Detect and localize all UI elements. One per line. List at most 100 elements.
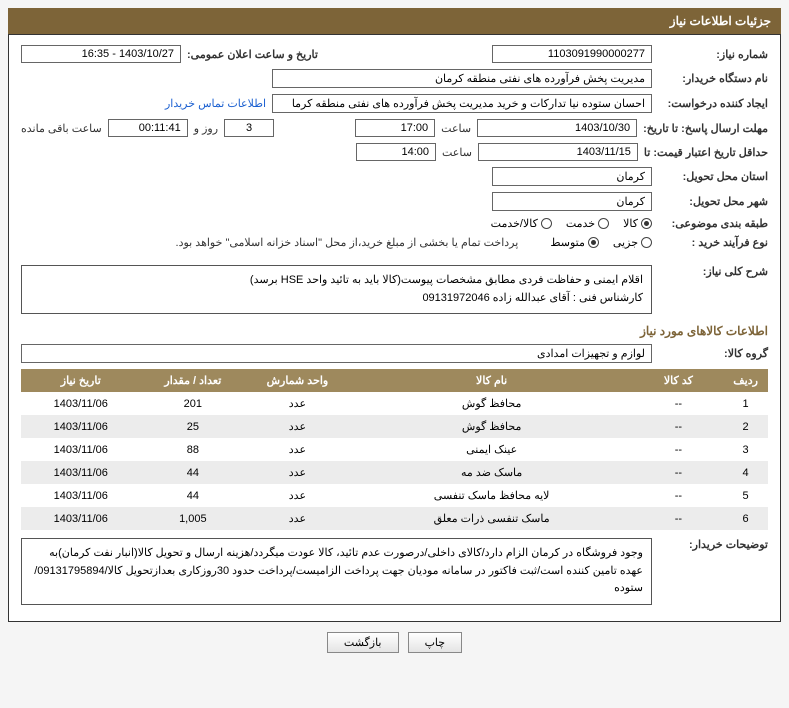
radio-label: متوسط [550, 236, 585, 249]
announce-date-label: تاریخ و ساعت اعلان عمومی: [187, 48, 318, 61]
purchase-radio-group: جزیی متوسط [550, 236, 652, 249]
table-row: 3--عینک ایمنیعدد881403/11/06 [21, 438, 768, 461]
desc-line-1: اقلام ایمنی و حفاظت فردی مطابق مشخصات پی… [30, 272, 643, 290]
radio-label: کالا [623, 217, 638, 230]
remaining-label: ساعت باقی مانده [21, 122, 102, 135]
radio-icon [588, 237, 599, 248]
table-header-cell: تاریخ نیاز [21, 369, 141, 392]
print-button[interactable]: چاپ [408, 632, 463, 653]
table-row: 2--محافظ گوشعدد251403/11/06 [21, 415, 768, 438]
table-cell: 1403/11/06 [21, 461, 141, 484]
table-cell: 5 [723, 484, 768, 507]
countdown-days: 3 [224, 119, 274, 137]
buyer-notes-label: توضیحات خریدار: [658, 538, 768, 551]
radio-label: خدمت [566, 217, 595, 230]
radio-icon [641, 218, 652, 229]
purchase-radio-1[interactable]: متوسط [550, 236, 599, 249]
purchase-type-label: نوع فرآیند خرید : [658, 236, 768, 249]
table-header-cell: ردیف [723, 369, 768, 392]
radio-label: کالا/خدمت [491, 217, 538, 230]
table-cell: 1403/11/06 [21, 415, 141, 438]
table-cell: -- [634, 438, 724, 461]
table-cell: عدد [245, 461, 350, 484]
table-cell: 4 [723, 461, 768, 484]
table-cell: عدد [245, 484, 350, 507]
table-cell: لایه محافظ ماسک تنفسی [350, 484, 634, 507]
table-cell: 201 [141, 392, 246, 415]
table-cell: 1403/11/06 [21, 438, 141, 461]
table-header-cell: کد کالا [634, 369, 724, 392]
desc-title-label: شرح کلی نیاز: [658, 265, 768, 278]
table-cell: محافظ گوش [350, 392, 634, 415]
purchase-radio-0[interactable]: جزیی [613, 236, 652, 249]
table-cell: 1403/11/06 [21, 484, 141, 507]
request-num-label: شماره نیاز: [658, 48, 768, 61]
province-label: استان محل تحویل: [658, 170, 768, 183]
category-radio-2[interactable]: کالا/خدمت [491, 217, 552, 230]
radio-icon [541, 218, 552, 229]
goods-group-label: گروه کالا: [658, 347, 768, 360]
table-cell: 1,005 [141, 507, 246, 530]
table-row: 1--محافظ گوشعدد2011403/11/06 [21, 392, 768, 415]
table-cell: 6 [723, 507, 768, 530]
buyer-contact-link[interactable]: اطلاعات تماس خریدار [165, 97, 266, 110]
table-cell: ماسک تنفسی ذرات معلق [350, 507, 634, 530]
validity-date-field: 1403/11/15 [478, 143, 638, 161]
validity-time-field: 14:00 [356, 143, 436, 161]
table-cell: محافظ گوش [350, 415, 634, 438]
table-cell: عینک ایمنی [350, 438, 634, 461]
content-panel: شماره نیاز: 1103091990000277 تاریخ و ساع… [8, 34, 781, 622]
city-field: کرمان [492, 192, 652, 211]
table-cell: 2 [723, 415, 768, 438]
table-header-row: ردیفکد کالانام کالاواحد شمارشتعداد / مقد… [21, 369, 768, 392]
category-radio-0[interactable]: کالا [623, 217, 652, 230]
category-radio-1[interactable]: خدمت [566, 217, 609, 230]
table-header-cell: نام کالا [350, 369, 634, 392]
table-row: 5--لایه محافظ ماسک تنفسیعدد441403/11/06 [21, 484, 768, 507]
time-label-2: ساعت [442, 146, 472, 159]
payment-note: پرداخت تمام یا بخشی از مبلغ خرید،از محل … [176, 236, 519, 249]
goods-section-title: اطلاعات کالاهای مورد نیاز [21, 324, 768, 338]
table-cell: -- [634, 461, 724, 484]
footer-buttons: چاپ بازگشت [8, 632, 781, 653]
creator-label: ایجاد کننده درخواست: [658, 97, 768, 110]
page-title: جزئیات اطلاعات نیاز [670, 14, 771, 28]
announce-date-field: 1403/10/27 - 16:35 [21, 45, 181, 63]
desc-box: اقلام ایمنی و حفاظت فردی مطابق مشخصات پی… [21, 265, 652, 314]
table-header-cell: تعداد / مقدار [141, 369, 246, 392]
table-cell: 44 [141, 461, 246, 484]
time-label-1: ساعت [441, 122, 471, 135]
table-row: 6--ماسک تنفسی ذرات معلقعدد1,0051403/11/0… [21, 507, 768, 530]
table-cell: -- [634, 392, 724, 415]
table-cell: عدد [245, 507, 350, 530]
table-cell: 1403/11/06 [21, 392, 141, 415]
province-field: کرمان [492, 167, 652, 186]
table-cell: 1403/11/06 [21, 507, 141, 530]
table-cell: عدد [245, 438, 350, 461]
goods-table: ردیفکد کالانام کالاواحد شمارشتعداد / مقد… [21, 369, 768, 530]
table-cell: -- [634, 415, 724, 438]
buyer-org-label: نام دستگاه خریدار: [658, 72, 768, 85]
table-cell: عدد [245, 415, 350, 438]
back-button[interactable]: بازگشت [327, 632, 399, 653]
desc-line-2: کارشناس فنی : آقای عبدالله زاده 09131972… [30, 290, 643, 308]
creator-field: احسان ستوده نیا تدارکات و خرید مدیریت پخ… [272, 94, 652, 113]
table-cell: عدد [245, 392, 350, 415]
table-header-cell: واحد شمارش [245, 369, 350, 392]
table-cell: -- [634, 484, 724, 507]
day-and-label: روز و [194, 122, 218, 135]
buyer-notes-box: وجود فروشگاه در کرمان الزام دارد/کالای د… [21, 538, 652, 605]
buyer-org-field: مدیریت پخش فرآورده های نفتی منطقه کرمان [272, 69, 652, 88]
category-radio-group: کالا خدمت کالا/خدمت [491, 217, 652, 230]
validity-label: حداقل تاریخ اعتبار قیمت: تا [644, 146, 768, 159]
radio-label: جزیی [613, 236, 638, 249]
table-cell: ماسک ضد مه [350, 461, 634, 484]
request-num-field: 1103091990000277 [492, 45, 652, 63]
deadline-label: مهلت ارسال پاسخ: تا تاریخ: [643, 122, 768, 135]
page-header: جزئیات اطلاعات نیاز [8, 8, 781, 34]
city-label: شهر محل تحویل: [658, 195, 768, 208]
category-label: طبقه بندی موضوعی: [658, 217, 768, 230]
table-cell: 44 [141, 484, 246, 507]
countdown-time: 00:11:41 [108, 119, 188, 137]
radio-icon [598, 218, 609, 229]
